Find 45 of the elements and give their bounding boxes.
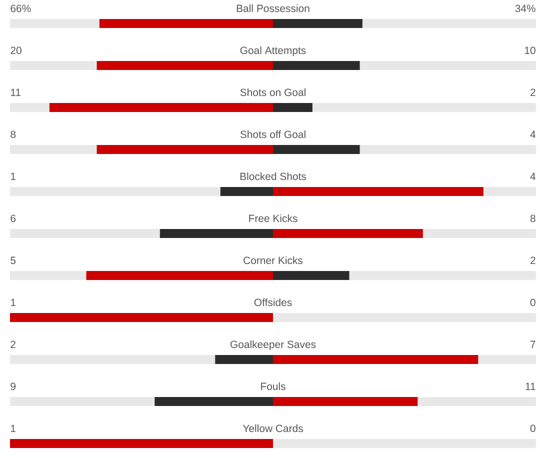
annotation: 5 <box>10 256 16 264</box>
y-tick-label: Blocked Shots <box>240 172 306 180</box>
y-tick-label: Free Kicks <box>249 214 298 222</box>
y-tick-label: Goal Attempts <box>240 46 306 56</box>
bar <box>273 102 312 112</box>
text: 34% <box>515 4 536 12</box>
annotation: 9 <box>10 382 16 390</box>
y-tick-label: Goalkeeper Saves <box>230 340 316 350</box>
annotation: 20 <box>10 46 22 54</box>
y-tick-label: Ball Possession <box>236 4 310 12</box>
annotation: 1 <box>10 298 16 306</box>
text: 7 <box>530 340 536 348</box>
bar <box>99 18 274 28</box>
annotation: 2 <box>10 340 16 348</box>
y-tick-label: Fouls <box>261 382 286 390</box>
bar <box>273 144 360 154</box>
bar <box>96 60 274 70</box>
y-tick-label: Shots on Goal <box>240 88 306 96</box>
annotation: 1 <box>10 172 16 180</box>
text: 4 <box>530 172 536 180</box>
bar <box>273 270 350 280</box>
annotation: 8 <box>10 130 16 138</box>
y-tick-label: Offsides <box>254 298 292 306</box>
annotation: 6 <box>10 214 16 222</box>
text: 0 <box>530 298 536 306</box>
text: 10 <box>524 46 536 54</box>
annotation: 11 <box>10 88 21 96</box>
bar <box>273 60 360 70</box>
annotation: 1 <box>10 424 16 432</box>
text: 2 <box>530 256 536 264</box>
bar <box>86 270 274 280</box>
text: 8 <box>530 214 536 222</box>
bar <box>49 102 274 112</box>
bar <box>273 18 362 28</box>
bar <box>96 144 274 154</box>
y-tick-label: Shots off Goal <box>240 130 306 138</box>
text: 2 <box>530 88 536 96</box>
text: 4 <box>530 130 536 138</box>
text: 11 <box>526 382 536 390</box>
annotation: 66% <box>10 4 31 12</box>
y-tick-label: Yellow Cards <box>242 424 303 432</box>
bar <box>10 439 274 448</box>
text: 0 <box>530 424 536 432</box>
y-tick-label: Corner Kicks <box>244 256 303 264</box>
bar <box>10 313 274 322</box>
